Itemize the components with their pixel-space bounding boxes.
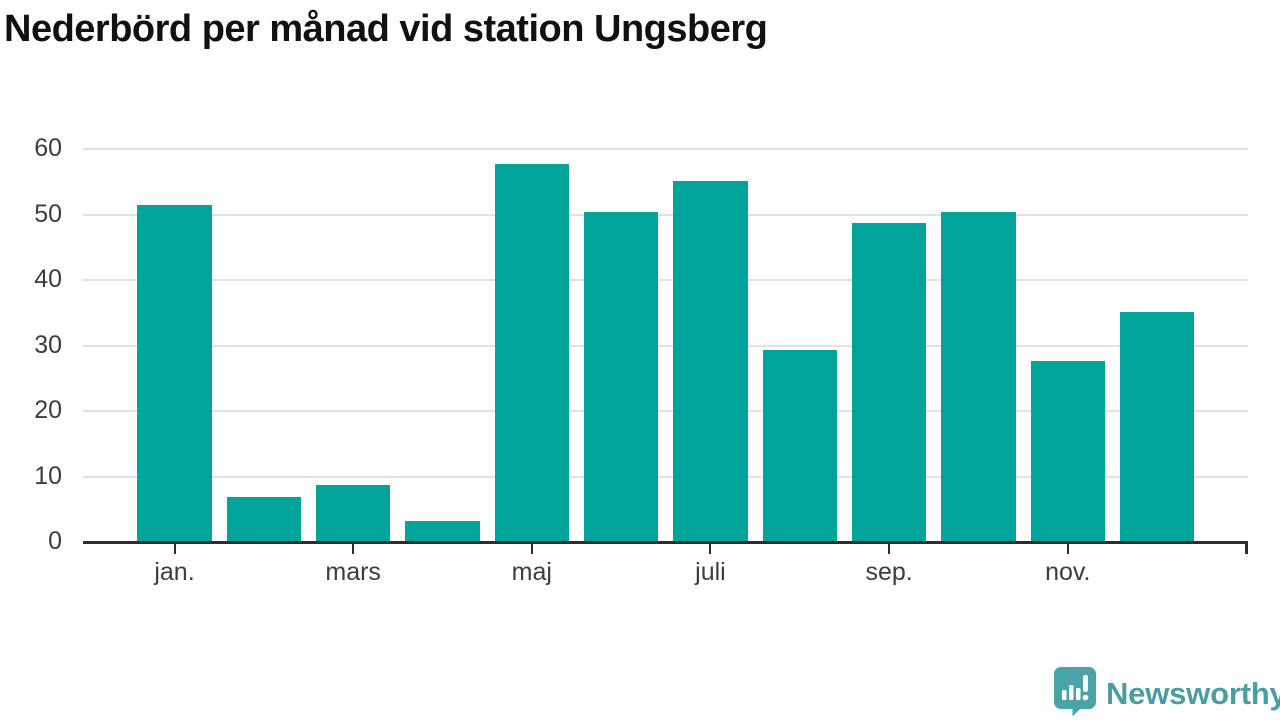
- x-axis-tick-juli: [709, 544, 712, 554]
- y-axis-label-60: 60: [34, 134, 62, 163]
- gridline-y-50: [83, 213, 1248, 216]
- gridline-y-30: [83, 344, 1248, 347]
- x-axis-label-mars: mars: [325, 558, 381, 586]
- bar-12: [1119, 312, 1195, 542]
- newsworthy-speech-bubble-chart-icon: [1053, 666, 1097, 720]
- y-axis-label-30: 30: [34, 330, 62, 359]
- x-axis-tick-maj: [530, 544, 533, 554]
- gridline-y-10: [83, 475, 1248, 478]
- bar-6: [583, 211, 659, 542]
- y-axis-label-0: 0: [48, 527, 62, 555]
- gridline-y-60: [83, 148, 1248, 151]
- newsworthy-logo-text: Newsworthy: [1106, 675, 1280, 711]
- x-axis-tick-sep: [888, 544, 891, 554]
- x-axis-line: [83, 541, 1248, 544]
- bar-2: [226, 496, 302, 542]
- newsworthy-logo: Newsworthy: [1053, 666, 1280, 720]
- x-axis-label-sep: sep.: [865, 558, 913, 586]
- bar-4: [405, 521, 480, 542]
- x-axis-label-nov: nov.: [1045, 558, 1091, 586]
- bar-10: [941, 212, 1016, 542]
- gridline-y-40: [83, 279, 1248, 282]
- chart-title: Nederbörd per månad vid station Ungsberg: [4, 8, 768, 50]
- bar-11: [1030, 361, 1106, 542]
- gridline-y-20: [83, 410, 1248, 413]
- x-axis-tick-jan: [173, 544, 176, 554]
- bar-7: [673, 180, 748, 542]
- x-axis-label-juli: juli: [695, 558, 726, 586]
- y-axis-label-20: 20: [34, 396, 62, 425]
- x-axis-label-jan: jan.: [154, 558, 195, 586]
- x-axis-label-maj: maj: [511, 558, 552, 586]
- bar-9: [851, 223, 927, 542]
- y-axis-label-50: 50: [34, 199, 62, 228]
- bar-3: [315, 485, 391, 542]
- x-axis-tick-nov: [1066, 544, 1069, 554]
- y-axis-label-40: 40: [34, 265, 62, 294]
- bar-1: [137, 205, 212, 542]
- bar-8: [762, 349, 838, 542]
- x-axis-endcap: [1245, 541, 1248, 554]
- x-axis-tick-mars: [352, 544, 355, 554]
- y-axis-label-10: 10: [34, 461, 62, 490]
- bar-5: [494, 163, 570, 542]
